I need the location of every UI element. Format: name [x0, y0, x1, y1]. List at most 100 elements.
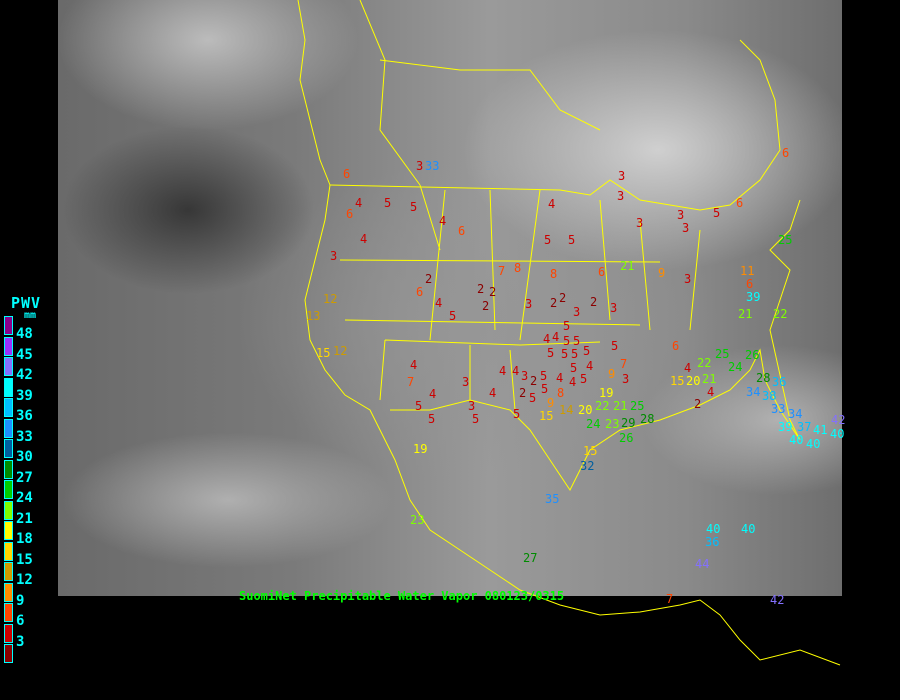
- station-pwv-value: 25: [630, 399, 644, 413]
- station-pwv-value: 5: [561, 347, 568, 361]
- station-pwv-value: 3: [525, 297, 532, 311]
- station-pwv-value: 5: [384, 196, 391, 210]
- station-pwv-value: 4: [556, 371, 563, 385]
- station-pwv-value: 26: [745, 348, 759, 362]
- legend-swatch: [4, 316, 13, 335]
- station-pwv-value: 44: [695, 557, 709, 571]
- legend-tick: 33: [16, 428, 33, 445]
- station-pwv-value: 3: [416, 159, 423, 173]
- legend-tick: 30: [16, 449, 33, 465]
- station-pwv-value: 15: [316, 346, 330, 360]
- station-pwv-value: 2: [590, 295, 597, 309]
- station-pwv-value: 2: [477, 282, 484, 296]
- station-pwv-value: 28: [640, 412, 654, 426]
- station-pwv-value: 7: [498, 264, 505, 278]
- station-pwv-value: 5: [547, 346, 554, 360]
- station-pwv-value: 5: [541, 382, 548, 396]
- legend-swatch: [4, 541, 13, 561]
- station-pwv-value: 7: [666, 592, 673, 606]
- station-pwv-value: 21: [620, 259, 634, 273]
- station-pwv-value: 3: [677, 208, 684, 222]
- station-pwv-value: 5: [428, 412, 435, 426]
- political-borders: [297, 0, 841, 666]
- station-pwv-value: 19: [599, 386, 613, 400]
- station-pwv-value: 40: [806, 437, 820, 451]
- station-pwv-value: 3: [617, 189, 624, 203]
- station-pwv-value: 5: [713, 206, 720, 220]
- station-pwv-value: 8: [557, 386, 564, 400]
- station-pwv-value: 4: [543, 332, 550, 346]
- station-pwv-value: 37: [797, 420, 811, 434]
- border-line: [339, 184, 701, 411]
- station-pwv-value: 4: [439, 214, 446, 228]
- station-pwv-value: 22: [697, 356, 711, 370]
- border-line: [390, 199, 801, 491]
- station-pwv-value: 6: [458, 224, 465, 238]
- station-pwv-value: 4: [552, 330, 559, 344]
- station-pwv-value: 13: [306, 309, 320, 323]
- station-pwv-value: 24: [586, 417, 600, 431]
- legend-swatch: [4, 562, 13, 581]
- station-pwv-value: 14: [559, 403, 573, 417]
- station-pwv-value: 33: [771, 402, 785, 416]
- station-pwv-value: 3: [636, 216, 643, 230]
- station-pwv-value: 4: [707, 385, 714, 399]
- legend-tick: 12: [16, 572, 33, 588]
- legend-tick: 48: [16, 326, 33, 342]
- station-pwv-value: 39: [746, 290, 760, 304]
- station-pwv-value: 5: [570, 361, 577, 375]
- station-pwv-value: 15: [583, 444, 597, 458]
- station-pwv-value: 36: [772, 375, 786, 389]
- station-pwv-value: 20: [686, 374, 700, 388]
- station-pwv-value: 2: [425, 272, 432, 286]
- station-pwv-value: 6: [598, 265, 605, 279]
- station-pwv-value: 27: [523, 551, 537, 565]
- station-pwv-value: 6: [782, 146, 789, 160]
- station-pwv-value: 4: [360, 232, 367, 246]
- station-pwv-value: 3: [682, 221, 689, 235]
- station-pwv-value: 12: [333, 344, 347, 358]
- station-pwv-value: 4: [489, 386, 496, 400]
- legend-tick: 3: [16, 633, 25, 650]
- station-pwv-value: 3: [330, 249, 337, 263]
- station-pwv-value: 4: [429, 387, 436, 401]
- station-pwv-value: 5: [583, 344, 590, 358]
- station-pwv-value: 2: [489, 285, 496, 299]
- legend-swatch: [4, 582, 13, 602]
- station-pwv-value: 40: [706, 522, 720, 536]
- station-pwv-value: 2: [482, 299, 489, 313]
- station-pwv-value: 4: [355, 196, 362, 210]
- station-pwv-value: 6: [672, 339, 679, 353]
- station-pwv-value: 3: [618, 169, 625, 183]
- station-pwv-value: 6: [343, 167, 350, 181]
- station-pwv-value: 3: [462, 375, 469, 389]
- legend-tick: 36: [16, 408, 33, 424]
- station-pwv-value: 34: [746, 385, 760, 399]
- legend-tick: 45: [16, 346, 33, 363]
- station-pwv-value: 21: [702, 372, 716, 386]
- station-pwv-value: 22: [595, 399, 609, 413]
- station-pwv-value: 7: [407, 375, 414, 389]
- station-pwv-value: 5: [571, 347, 578, 361]
- station-pwv-value: 36: [705, 535, 719, 549]
- station-pwv-value: 5: [563, 334, 570, 348]
- station-pwv-value: 6: [346, 207, 353, 221]
- station-pwv-value: 19: [413, 442, 427, 456]
- station-pwv-value: 41: [813, 423, 827, 437]
- legend-tick: 27: [16, 469, 33, 486]
- station-pwv-value: 39: [778, 420, 792, 434]
- legend-swatch: [4, 500, 13, 520]
- station-pwv-value: 23: [410, 513, 424, 527]
- station-pwv-value: 42: [831, 413, 845, 427]
- station-pwv-value: 42: [770, 593, 784, 607]
- station-pwv-value: 6: [736, 196, 743, 210]
- station-pwv-value: 38: [762, 389, 776, 403]
- station-pwv-value: 2: [519, 386, 526, 400]
- station-pwv-value: 4: [410, 358, 417, 372]
- legend-tick: 15: [16, 551, 33, 568]
- station-pwv-value: 24: [728, 360, 742, 374]
- legend-tick: 21: [16, 510, 33, 527]
- station-pwv-value: 21: [738, 307, 752, 321]
- station-pwv-value: 23: [605, 417, 619, 431]
